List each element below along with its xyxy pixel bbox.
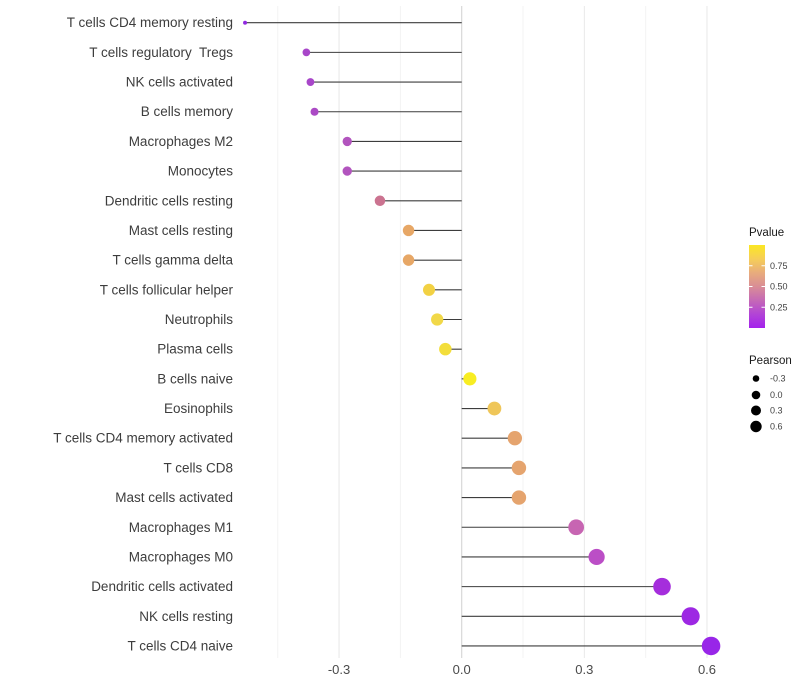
pvalue-colorbar-ticks: 0.75 0.50 0.25 bbox=[749, 261, 788, 312]
x-axis-tick-label: 0.0 bbox=[453, 662, 471, 677]
pvalue-colorbar bbox=[749, 245, 765, 328]
x-axis-tick-labels: -0.3 0.0 0.3 0.6 bbox=[328, 662, 716, 677]
lollipop-point bbox=[653, 577, 671, 596]
lollipop-point bbox=[439, 342, 452, 356]
y-axis-labels: T cells CD4 memory resting T cells regula… bbox=[53, 15, 233, 653]
y-axis-label: T cells regulatory Tregs bbox=[89, 45, 233, 60]
y-axis-label: T cells CD4 memory resting bbox=[67, 15, 233, 30]
lollipop-point bbox=[588, 548, 605, 566]
lollipop-point bbox=[306, 78, 315, 86]
lollipop-point bbox=[511, 460, 527, 476]
lollipop-point bbox=[431, 313, 444, 326]
y-axis-label: Mast cells activated bbox=[115, 490, 233, 505]
lollipop-point bbox=[681, 607, 700, 626]
y-axis-label: Macrophages M2 bbox=[129, 134, 233, 149]
pearson-size-dot bbox=[751, 405, 761, 416]
lollipop-point bbox=[243, 20, 247, 25]
legend: Pvalue 0.75 0.50 0.25 Pearson -0.3 0.0 0.3 0.… bbox=[749, 227, 792, 433]
pearson-size-label: -0.3 bbox=[770, 374, 786, 384]
lollipop-point bbox=[310, 107, 319, 116]
pearson-legend-title: Pearson bbox=[749, 355, 792, 367]
lollipop-points bbox=[243, 20, 721, 656]
y-axis-label: Eosinophils bbox=[164, 401, 233, 416]
y-axis-label: B cells memory bbox=[141, 104, 234, 119]
lollipop-point bbox=[422, 283, 436, 296]
y-axis-label: T cells CD4 naive bbox=[127, 638, 233, 653]
y-axis-label: Macrophages M0 bbox=[129, 549, 233, 564]
pearson-size-dot bbox=[751, 390, 761, 400]
lollipop-point bbox=[402, 254, 415, 266]
lollipop-point bbox=[701, 636, 721, 656]
y-axis-label: T cells CD4 memory activated bbox=[53, 431, 233, 446]
y-axis-label: Plasma cells bbox=[157, 342, 233, 357]
x-axis-tick-label: 0.3 bbox=[575, 662, 593, 677]
y-axis-label: T cells CD8 bbox=[163, 460, 233, 475]
pearson-size-label: 0.3 bbox=[770, 406, 783, 416]
colorbar-tick-label: 0.75 bbox=[770, 261, 788, 271]
pvalue-legend-title: Pvalue bbox=[749, 227, 784, 239]
lollipop-point bbox=[487, 401, 502, 416]
pearson-size-legend-items: -0.3 0.0 0.3 0.6 bbox=[750, 374, 786, 433]
y-axis-label: T cells follicular helper bbox=[100, 282, 234, 297]
y-axis-label: NK cells resting bbox=[139, 609, 233, 624]
lollipop-point bbox=[402, 224, 415, 237]
lollipop-point bbox=[511, 490, 527, 505]
y-axis-label: T cells gamma delta bbox=[112, 253, 233, 268]
pearson-size-label: 0.6 bbox=[770, 422, 783, 432]
lollipop-point bbox=[302, 48, 311, 57]
pearson-size-dot bbox=[750, 420, 762, 433]
lollipop-point bbox=[342, 166, 352, 176]
y-axis-label: Macrophages M1 bbox=[129, 520, 233, 535]
lollipop-point bbox=[507, 431, 523, 446]
pearson-size-dot bbox=[752, 375, 760, 382]
pearson-size-label: 0.0 bbox=[770, 390, 783, 400]
y-axis-label: Dendritic cells resting bbox=[105, 193, 233, 208]
lollipop-point bbox=[374, 195, 386, 207]
y-axis-label: B cells naive bbox=[157, 371, 233, 386]
colorbar-tick-label: 0.25 bbox=[770, 302, 788, 312]
lollipop-point bbox=[342, 136, 352, 147]
y-axis-label: NK cells activated bbox=[126, 75, 233, 90]
lollipop-stems bbox=[245, 22, 712, 647]
y-axis-label: Monocytes bbox=[168, 164, 234, 179]
colorbar-tick-label: 0.50 bbox=[770, 282, 788, 292]
minor-gridlines bbox=[277, 6, 647, 658]
y-axis-label: Neutrophils bbox=[165, 312, 234, 327]
lollipop-point bbox=[463, 372, 477, 386]
x-axis-tick-label: 0.6 bbox=[698, 662, 716, 677]
y-axis-label: Dendritic cells activated bbox=[91, 579, 233, 594]
x-axis-tick-label: -0.3 bbox=[328, 662, 350, 677]
y-axis-label: Mast cells resting bbox=[129, 223, 233, 238]
lollipop-point bbox=[568, 519, 585, 536]
